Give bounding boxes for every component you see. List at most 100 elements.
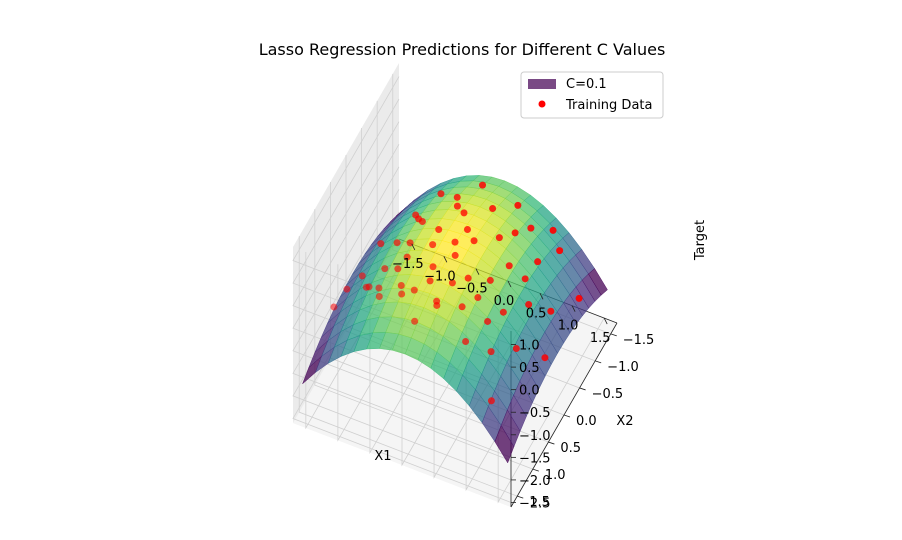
y-tick-label: −1.5 <box>623 333 655 348</box>
training-point <box>377 240 385 248</box>
training-point <box>458 303 466 311</box>
training-point <box>534 258 542 266</box>
training-point <box>575 294 583 302</box>
training-point <box>451 251 459 259</box>
training-point <box>343 285 351 293</box>
training-point <box>433 297 441 305</box>
z-axis-label: Target <box>693 220 708 261</box>
z-tick-label: −0.5 <box>519 406 551 421</box>
training-point <box>512 344 520 352</box>
training-point <box>411 317 419 325</box>
y-tick-mark <box>517 495 524 499</box>
legend-points-label: Training Data <box>565 98 652 113</box>
training-point <box>463 226 471 234</box>
y-tick-label: 0.5 <box>560 441 581 456</box>
training-point <box>453 202 461 210</box>
training-point <box>505 262 513 270</box>
z-tick-label: −1.0 <box>519 429 551 444</box>
training-point <box>511 229 519 237</box>
training-point <box>470 237 478 245</box>
y-tick-mark <box>563 414 571 418</box>
x-tick-label: −1.5 <box>392 257 424 272</box>
training-point <box>495 234 503 242</box>
training-point <box>415 215 423 223</box>
y-tick-mark <box>548 441 555 445</box>
grid-line-z <box>292 189 512 458</box>
training-point <box>489 205 497 213</box>
training-point <box>549 226 557 234</box>
x-tick-label: 1.5 <box>590 331 611 346</box>
x-tick-label: −0.5 <box>456 282 488 297</box>
training-point <box>381 265 389 273</box>
x-tick-mark <box>475 268 480 275</box>
x-tick-label: 0.0 <box>494 294 515 309</box>
x-tick-mark <box>507 280 512 288</box>
training-point <box>429 263 437 271</box>
training-point <box>453 193 461 201</box>
y-tick-label: −0.5 <box>592 387 624 402</box>
legend-points-marker <box>538 100 546 108</box>
y-axis-label: X2 <box>616 414 633 429</box>
training-point <box>365 283 373 291</box>
training-point <box>462 338 470 346</box>
training-point <box>448 279 456 287</box>
training-points <box>330 181 583 405</box>
training-point <box>487 348 495 356</box>
chart-title: Lasso Regression Predictions for Differe… <box>259 40 666 59</box>
training-point <box>547 307 555 315</box>
training-point <box>484 317 492 325</box>
training-point <box>525 301 533 309</box>
training-point <box>330 303 338 311</box>
z-tick-label: 0.5 <box>519 361 540 376</box>
z-tick-label: 1.0 <box>519 339 540 354</box>
training-point <box>398 290 406 298</box>
x-axis-ticks: −1.5−1.0−0.5 0.0 0.5 1.0 1.5 <box>392 243 611 346</box>
training-point <box>541 354 549 362</box>
training-point <box>464 274 472 282</box>
training-point <box>394 265 402 273</box>
surface-patch <box>588 268 608 296</box>
y-tick-label: −1.0 <box>607 360 639 375</box>
legend-surface-label: C=0.1 <box>566 77 607 92</box>
prediction-surface <box>302 175 608 464</box>
x-tick-mark <box>443 256 448 263</box>
training-point <box>556 247 564 255</box>
training-point <box>514 201 522 209</box>
y-axis-ticks: −1.5 −1.0 −0.5 0.0 0.5 1.0 1.5 <box>517 333 654 510</box>
training-point <box>474 294 482 302</box>
training-point <box>393 239 401 247</box>
training-point <box>429 241 437 249</box>
x-tick-mark <box>603 317 608 325</box>
z-tick-label: 0.0 <box>519 384 540 399</box>
y-tick-label: 1.0 <box>545 468 566 483</box>
y-tick-label: 0.0 <box>576 414 597 429</box>
training-point <box>403 253 411 261</box>
x-tick-label: 0.5 <box>526 306 547 321</box>
training-point <box>358 272 366 280</box>
grid-line-z <box>292 144 512 413</box>
z-tick-label: −2.0 <box>519 474 551 489</box>
x-tick-label: −1.0 <box>424 269 456 284</box>
training-point <box>487 397 495 405</box>
y-tick-mark <box>532 468 539 472</box>
legend-surface-swatch <box>528 79 556 89</box>
training-point <box>486 276 494 284</box>
training-point <box>499 308 507 316</box>
x-tick-mark <box>411 243 416 251</box>
training-point <box>410 286 418 294</box>
z-axis-ticks: −2.5 −2.0 −1.5 −1.0 −0.5 0.0 0.5 1.0 <box>511 339 551 511</box>
legend: C=0.1 Training Data <box>520 71 664 119</box>
y-tick-label: 1.5 <box>529 495 550 510</box>
y-tick-mark <box>595 360 602 364</box>
training-point <box>375 284 383 292</box>
training-point <box>375 293 383 301</box>
training-point <box>460 209 468 217</box>
y-tick-mark <box>610 333 617 337</box>
x-axis-label: X1 <box>374 449 391 464</box>
training-point <box>397 281 405 289</box>
training-point <box>437 190 445 198</box>
training-point <box>527 224 535 232</box>
z-tick-label: −1.5 <box>519 451 551 466</box>
training-point <box>426 277 434 285</box>
